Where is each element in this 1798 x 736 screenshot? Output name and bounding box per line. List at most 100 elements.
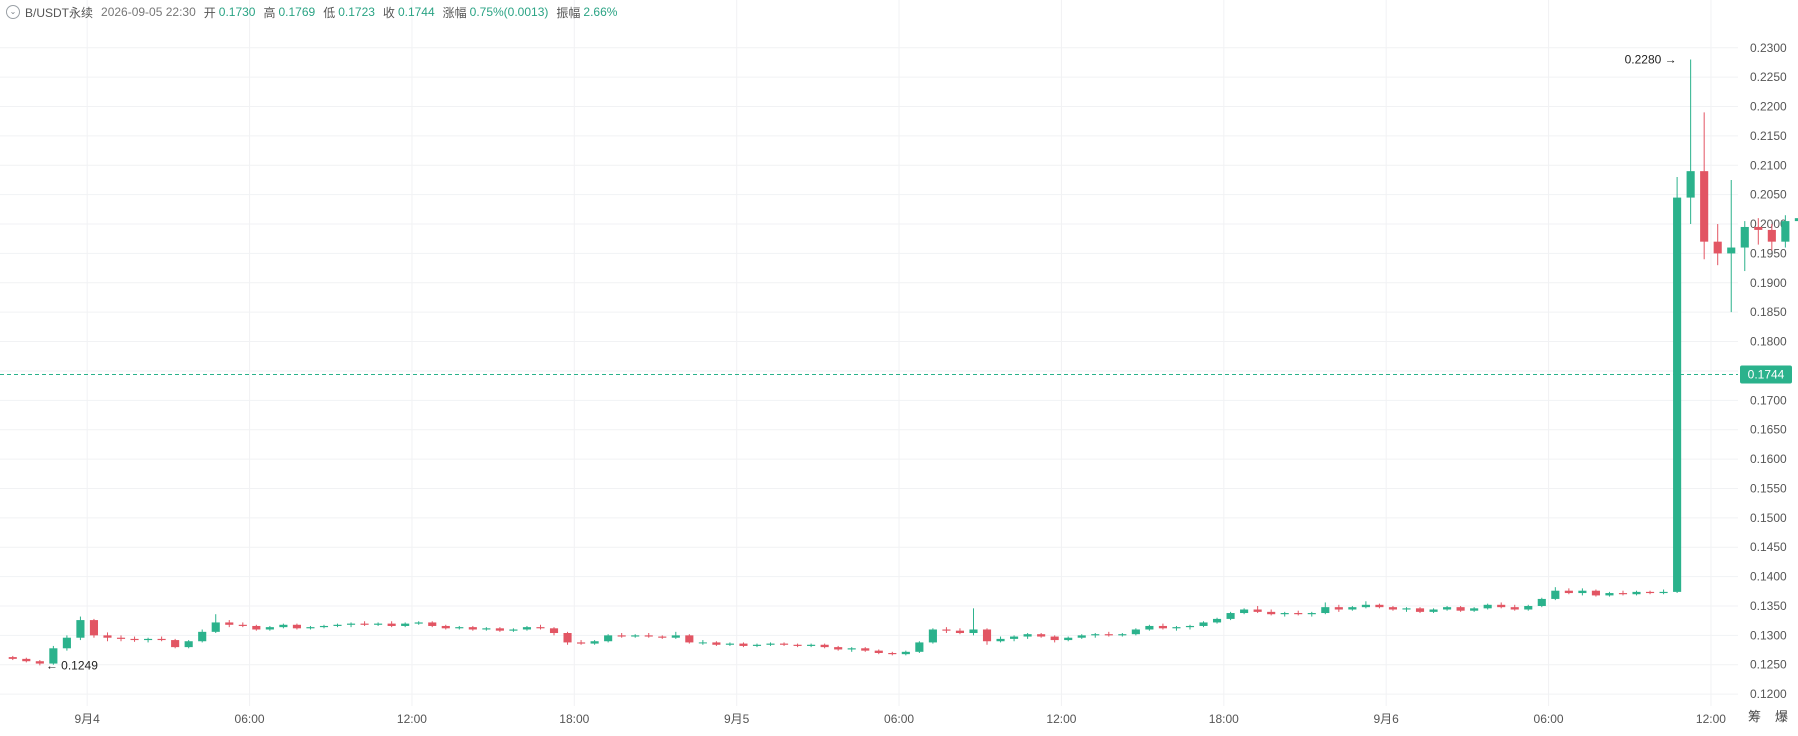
candle-body	[157, 638, 166, 641]
candle-body	[590, 641, 599, 644]
candle-body	[1794, 218, 1798, 222]
candle-body	[1740, 226, 1749, 248]
legend-time: 2026-09-05 22:30	[101, 5, 196, 19]
y-tick-label: 0.1250	[1750, 658, 1787, 672]
candle-body	[1131, 629, 1140, 635]
candle-body	[414, 622, 423, 624]
change-value: 0.75%(0.0013)	[469, 5, 549, 19]
candle-body	[1551, 590, 1560, 599]
candle-body	[915, 642, 924, 652]
open-label: 开	[203, 5, 216, 20]
ohlc-legend: ⌄ B/USDT永续 2026-09-05 22:30 开 0.1730 高 0…	[6, 4, 625, 20]
candle-body	[631, 635, 640, 637]
high-value: 0.1769	[278, 5, 316, 19]
y-tick-label: 0.1650	[1750, 423, 1787, 437]
y-tick-label: 0.1350	[1750, 599, 1787, 613]
min-price-annotation: ← 0.1249	[46, 658, 98, 672]
candle-body	[1375, 604, 1384, 608]
candle-body	[1497, 604, 1506, 608]
candle-body	[346, 623, 356, 625]
candle-body	[671, 635, 680, 638]
candle-body	[1104, 634, 1113, 636]
open-value: 0.1730	[218, 5, 256, 19]
candle-body	[1402, 608, 1411, 610]
candle-body	[522, 627, 532, 630]
y-tick-label: 0.2200	[1750, 100, 1787, 114]
x-tick-label: 9月6	[1374, 712, 1400, 726]
high-label: 高	[263, 5, 276, 20]
candle-body	[888, 652, 897, 655]
low-label: 低	[323, 5, 336, 20]
candle-body	[1659, 591, 1668, 594]
chevron-down-icon[interactable]: ⌄	[6, 5, 20, 19]
candle-body	[1645, 591, 1655, 594]
candle-body	[49, 648, 58, 664]
chart-side-buttons: 筹 爆	[1748, 706, 1788, 725]
candle-body	[455, 627, 464, 629]
candle-body	[1010, 636, 1019, 639]
candle-body	[76, 620, 85, 638]
candle-body	[874, 650, 883, 653]
candle-body	[658, 636, 667, 638]
y-tick-label: 0.2050	[1750, 188, 1787, 202]
candle-body	[1456, 607, 1465, 611]
candle-body	[766, 643, 775, 645]
candle-body	[617, 635, 626, 637]
candle-body	[739, 643, 748, 646]
candle-body	[955, 630, 965, 634]
candle-body	[834, 647, 843, 650]
candle-body	[387, 623, 396, 626]
y-tick-label: 0.2100	[1750, 158, 1787, 172]
candle-body	[928, 629, 937, 643]
candle-body	[1618, 593, 1628, 595]
y-tick-label: 0.1450	[1750, 540, 1787, 554]
candle-body	[1145, 625, 1154, 630]
candle-body	[1524, 605, 1533, 610]
candle-body	[171, 640, 180, 648]
y-tick-label: 0.1500	[1750, 511, 1787, 525]
candle-body	[1483, 604, 1492, 609]
candle-body	[1118, 634, 1127, 636]
candle-body	[1632, 591, 1641, 595]
y-tick-label: 0.1700	[1750, 393, 1787, 407]
y-tick-label: 0.2250	[1750, 70, 1787, 84]
candle-body	[563, 633, 572, 643]
candle-body	[144, 638, 153, 641]
candle-body	[22, 658, 31, 662]
candle-body	[1686, 171, 1695, 198]
candle-body	[428, 622, 437, 626]
candle-body	[306, 627, 315, 629]
candle-body	[1767, 229, 1776, 242]
liquidation-button[interactable]: 爆	[1774, 709, 1788, 724]
candle-body	[1754, 226, 1763, 230]
candle-body	[35, 661, 44, 664]
candle-body	[1199, 622, 1208, 626]
candle-body	[468, 627, 477, 630]
y-tick-label: 0.1300	[1750, 628, 1787, 642]
candle-body	[847, 648, 856, 650]
candle-body	[725, 643, 734, 645]
chip-distribution-button[interactable]: 筹	[1747, 709, 1761, 724]
x-tick-label: 18:00	[559, 712, 589, 726]
candle-body	[644, 635, 653, 637]
candle-body	[1253, 609, 1262, 612]
candle-body	[1185, 625, 1195, 628]
candle-body	[495, 628, 504, 631]
y-tick-label: 0.1200	[1750, 687, 1787, 701]
candle-body	[1267, 611, 1276, 615]
y-tick-label: 0.2150	[1750, 129, 1787, 143]
y-tick-label: 0.2300	[1750, 41, 1787, 55]
candle-body	[1064, 637, 1073, 641]
candle-body	[1037, 634, 1046, 637]
amplitude-label: 振幅	[556, 5, 581, 20]
candle-body	[1294, 613, 1303, 615]
candle-body	[1713, 241, 1722, 254]
y-tick-label: 0.1550	[1750, 481, 1787, 495]
candle-body	[1781, 221, 1790, 242]
candle-body	[1023, 634, 1032, 637]
current-price-tag	[1740, 365, 1792, 384]
candle-body	[62, 637, 71, 649]
candle-body	[793, 644, 802, 646]
